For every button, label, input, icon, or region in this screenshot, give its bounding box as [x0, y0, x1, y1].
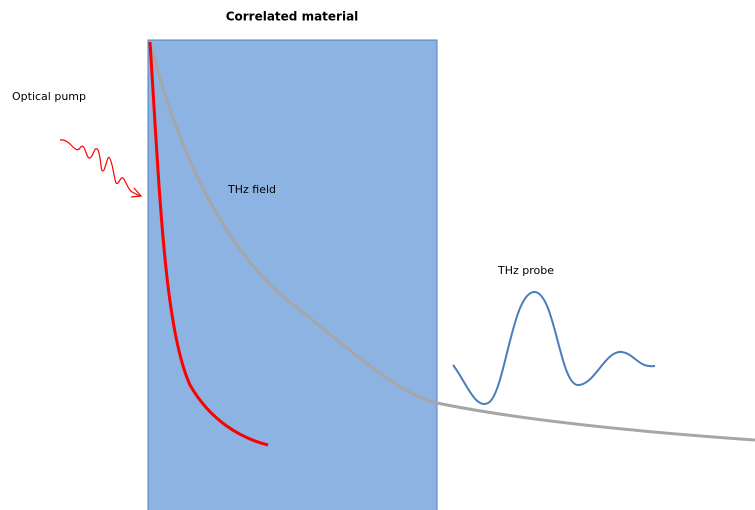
diagram: Correlated material Optical pump THz fie…	[0, 0, 755, 510]
pump-label: Optical pump	[12, 90, 86, 103]
probe-wave	[453, 292, 655, 404]
field-label: THz field	[227, 183, 276, 196]
probe-label: THz probe	[497, 264, 554, 277]
material-block	[148, 40, 437, 510]
diagram-title: Correlated material	[226, 10, 359, 24]
pump-pulse	[60, 140, 140, 196]
